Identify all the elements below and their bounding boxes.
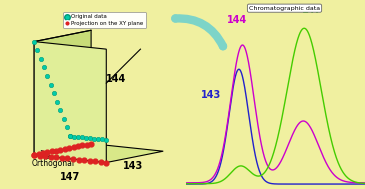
Point [31, 40, 37, 43]
Point [53, 149, 59, 152]
Point [67, 135, 73, 138]
Point [31, 153, 37, 156]
Point [59, 156, 65, 159]
Point [45, 74, 50, 77]
Point [83, 136, 89, 139]
Point [103, 138, 109, 141]
Polygon shape [34, 30, 91, 155]
Point [87, 159, 93, 162]
Polygon shape [34, 42, 106, 163]
Point [54, 100, 60, 103]
Point [61, 117, 66, 120]
Text: Chromatographic data: Chromatographic data [249, 6, 320, 11]
Point [58, 148, 64, 151]
Point [71, 135, 77, 138]
Text: 143: 143 [200, 90, 221, 100]
Point [75, 135, 81, 138]
Text: 147: 147 [303, 5, 323, 15]
Point [66, 146, 72, 149]
Point [79, 136, 85, 139]
Text: 144: 144 [105, 74, 126, 84]
Point [31, 153, 37, 156]
Point [87, 137, 93, 140]
Point [57, 109, 63, 112]
Point [99, 138, 105, 141]
Point [64, 126, 70, 129]
Point [65, 157, 70, 160]
Point [88, 142, 94, 145]
Text: 147: 147 [60, 172, 80, 182]
Point [35, 49, 41, 52]
Point [38, 57, 44, 60]
Point [103, 161, 109, 164]
Point [51, 92, 57, 95]
Point [53, 156, 59, 159]
Text: Orthogonal: Orthogonal [32, 159, 75, 168]
Point [45, 151, 50, 154]
Point [71, 146, 77, 149]
Point [95, 138, 101, 141]
Point [80, 144, 85, 147]
Text: 144: 144 [227, 15, 247, 25]
Point [40, 152, 46, 155]
Point [98, 160, 104, 163]
Point [76, 158, 81, 161]
Point [70, 158, 76, 161]
Point [62, 147, 68, 150]
Point [49, 150, 55, 153]
Text: 143: 143 [123, 161, 143, 171]
Point [48, 83, 54, 86]
Legend: Original data, Projection on the XY plane: Original data, Projection on the XY plan… [63, 12, 146, 28]
Point [42, 155, 48, 158]
Point [91, 137, 97, 140]
Point [81, 159, 87, 162]
Point [67, 135, 73, 138]
Polygon shape [34, 144, 163, 163]
Point [84, 143, 90, 146]
Point [48, 155, 54, 158]
Point [92, 160, 98, 163]
Point [37, 154, 43, 157]
Point [36, 153, 42, 156]
Point [75, 145, 81, 148]
Point [41, 66, 47, 69]
